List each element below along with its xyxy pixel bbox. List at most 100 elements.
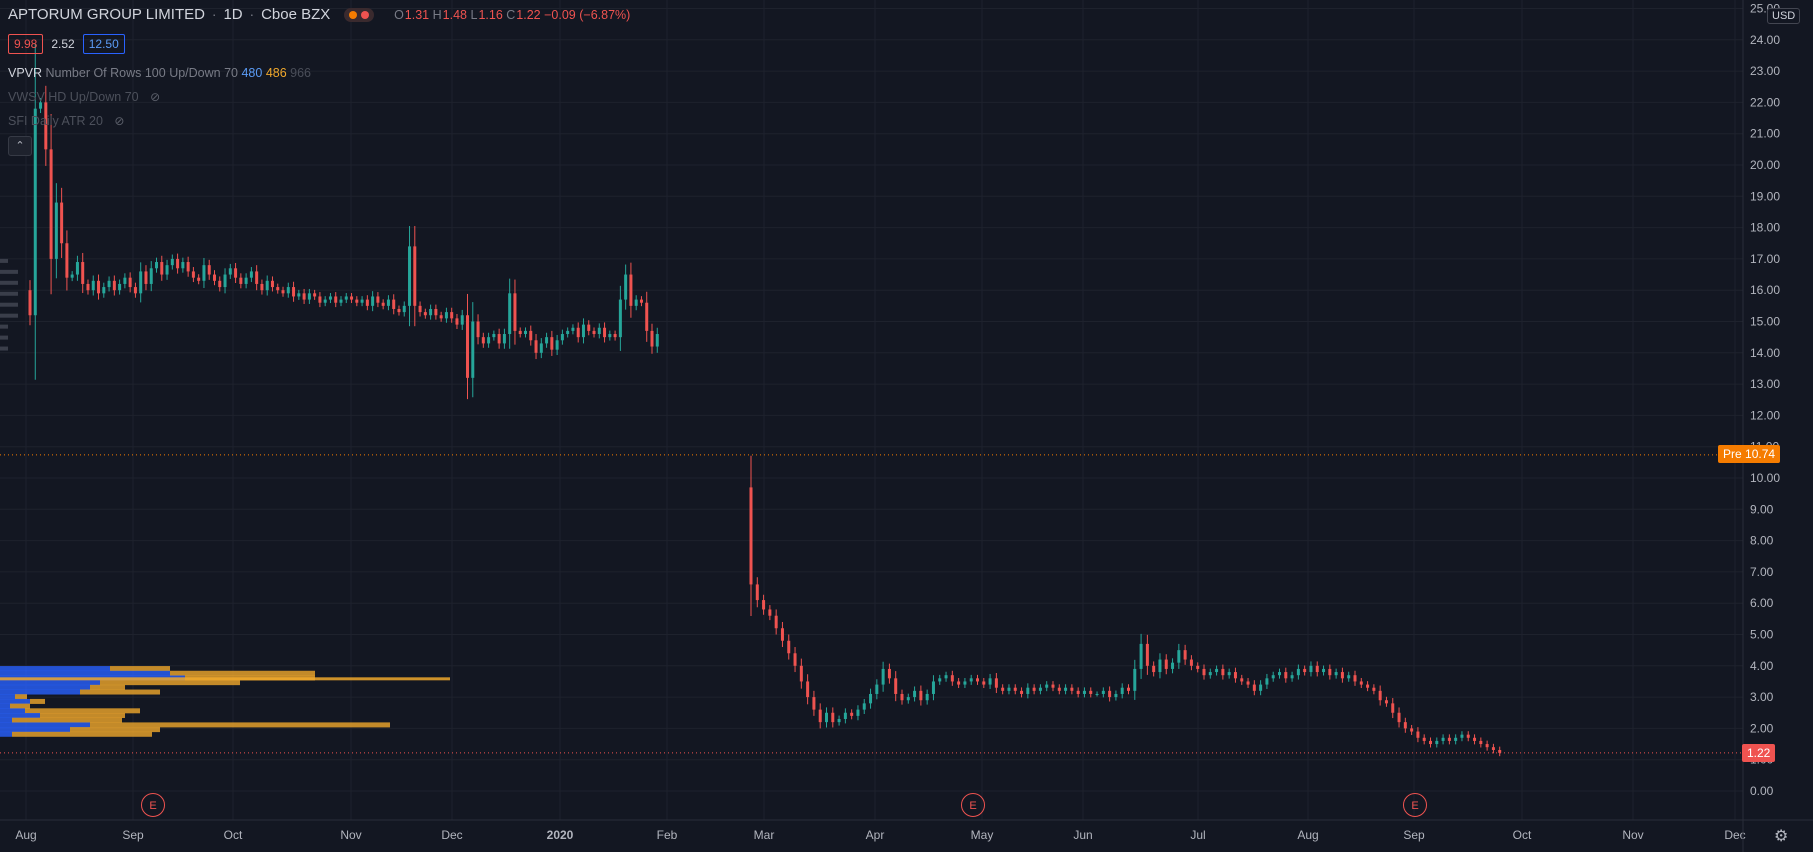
candle-body [639, 299, 643, 303]
time-axis-label: Apr [866, 828, 885, 842]
time-axis-label: May [971, 828, 994, 842]
candle-body [1315, 665, 1319, 673]
candle-body [1152, 665, 1156, 673]
candle-body [976, 678, 979, 682]
candle-body [780, 628, 784, 641]
candle-body [1139, 643, 1143, 669]
volume-profile-bar [12, 731, 152, 737]
earnings-marker[interactable]: E [141, 793, 165, 817]
candle-body [963, 681, 967, 685]
candle-body [900, 693, 904, 701]
price-axis-label: 24.00 [1750, 33, 1780, 47]
candle-body [149, 268, 153, 284]
buy-price-button[interactable]: 12.50 [82, 34, 125, 54]
hidden-eye-icon[interactable]: ⊘ [150, 90, 161, 104]
candle-body [1158, 659, 1162, 673]
interval-label[interactable]: 1D [223, 6, 243, 23]
candle-body [1410, 728, 1414, 732]
time-axis-label: Aug [15, 828, 36, 842]
candle-body [576, 327, 580, 338]
symbol-legend: APTORUM GROUP LIMITED · 1D · Cboe BZX O1… [8, 6, 630, 23]
candle-body [944, 675, 948, 679]
candle-body [260, 283, 264, 291]
candle-body [44, 102, 48, 150]
candle-body [139, 271, 143, 294]
volume-profile-bar [90, 684, 125, 690]
time-axis-label: Oct [1513, 828, 1532, 842]
candle-body [107, 280, 111, 288]
earnings-marker[interactable]: E [961, 793, 985, 817]
candle-body [1177, 650, 1181, 663]
pre-price: 10.74 [1745, 447, 1776, 461]
candle-body [774, 615, 778, 629]
candle-body [1196, 665, 1200, 669]
earnings-marker[interactable]: E [1403, 793, 1427, 817]
candle-body [592, 330, 596, 335]
vpvr-total-value: 966 [290, 66, 312, 80]
collapse-legend-button[interactable]: ⌃ [8, 136, 32, 156]
candle-body [1064, 687, 1068, 691]
volume-profile-bar [0, 269, 18, 274]
candle-body [806, 681, 810, 698]
symbol-name[interactable]: APTORUM GROUP LIMITED [8, 6, 205, 23]
candle-body [1164, 659, 1168, 669]
open-key: O [394, 8, 404, 22]
candle-body [523, 330, 527, 335]
volume-profile-bar [0, 680, 100, 686]
gear-icon[interactable]: ⚙ [1774, 828, 1789, 845]
volume-profile-bar [0, 291, 18, 296]
currency-button[interactable]: USD [1767, 8, 1801, 24]
candle-body [65, 243, 69, 278]
time-axis-label: Sep [1403, 828, 1425, 842]
candle-body [197, 277, 201, 281]
candle-body [160, 262, 164, 275]
candle-body [455, 318, 459, 325]
candle-body [913, 690, 917, 698]
candle-body [887, 668, 891, 679]
candle-body [1089, 690, 1093, 694]
sell-price-button[interactable]: 9.98 [8, 34, 44, 54]
candle-body [1460, 734, 1464, 738]
candle-body [925, 693, 929, 701]
open-value: 1.31 [404, 8, 430, 22]
candle-body [1208, 672, 1212, 676]
candle-body [481, 337, 485, 344]
price-axis-label: 7.00 [1750, 565, 1774, 579]
candle-body [856, 709, 860, 716]
price-axis-label: 20.00 [1750, 158, 1780, 172]
pre-label: Pre [1723, 447, 1742, 461]
candle-body [292, 287, 296, 297]
candle-body [762, 600, 766, 610]
candle-body [1284, 672, 1288, 679]
indicator-vwsv[interactable]: VWSV HD Up/Down 70 ⊘ [8, 90, 160, 104]
candle-body [587, 324, 591, 331]
candle-body [365, 299, 369, 306]
volume-profile-bar [0, 313, 18, 318]
volume-profile-bar [0, 689, 80, 695]
indicator-vpvr[interactable]: VPVR Number Of Rows 100 Up/Down 70 480 4… [8, 66, 311, 80]
candle-body [1133, 668, 1137, 691]
candle-body [186, 262, 190, 272]
volume-profile-bar [0, 302, 18, 307]
market-status-icon[interactable] [344, 8, 375, 23]
time-axis-label: Sep [122, 828, 144, 842]
candle-body [1485, 744, 1489, 748]
hidden-eye-icon[interactable]: ⊘ [114, 114, 125, 128]
candle-body [286, 287, 290, 294]
price-axis-label: 9.00 [1750, 502, 1774, 516]
time-axis-label: Oct [224, 828, 243, 842]
indicator-sfi-atr[interactable]: SFI Daily ATR 20 ⊘ [8, 114, 124, 128]
candle-body [170, 258, 174, 266]
volume-profile-bar [0, 258, 8, 263]
candle-body [49, 149, 53, 259]
candle-body [297, 293, 301, 297]
candle-body [1416, 731, 1420, 738]
candle-body [534, 340, 538, 353]
candle-body [831, 712, 835, 723]
volume-profile-bar [0, 731, 12, 737]
candle-body [371, 296, 375, 306]
candle-body [1347, 675, 1351, 679]
candle-body [957, 681, 961, 685]
